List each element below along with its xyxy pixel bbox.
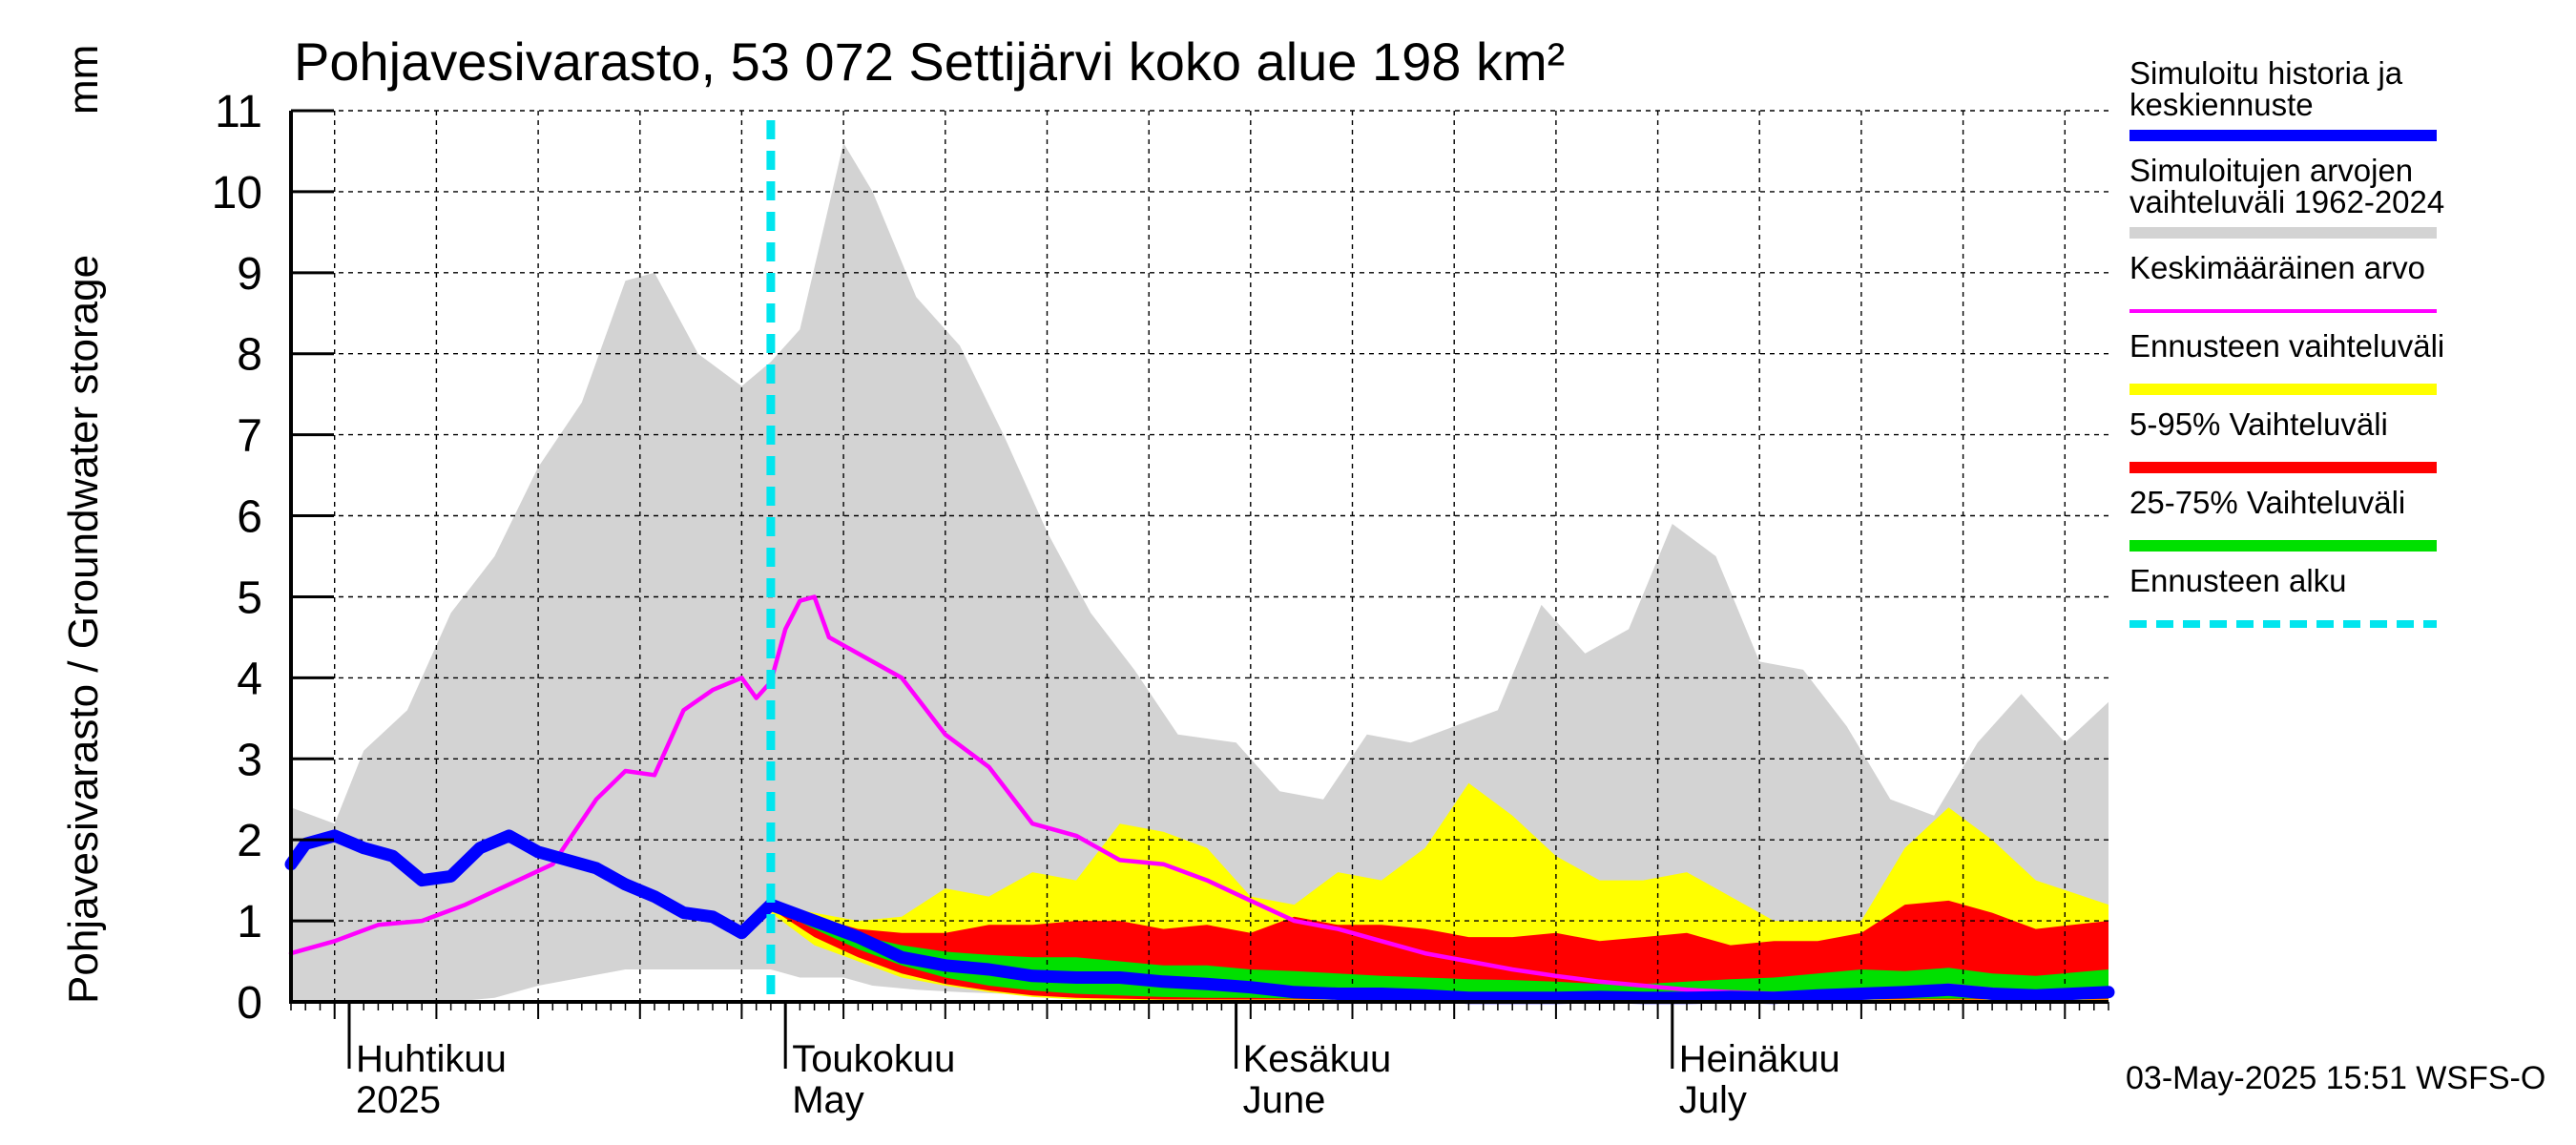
legend-item: 5-95% Vaihteluväli [2129,406,2437,473]
y-tick-label: 8 [237,330,262,381]
month-label-secondary: 2025 [356,1079,441,1121]
month-label: Huhtikuu [356,1038,507,1080]
y-tick-label: 11 [215,87,262,137]
y-tick-label: 0 [237,978,262,1029]
grid [291,110,2109,1002]
legend: Simuloitu historia jakeskiennusteSimuloi… [2129,55,2444,628]
legend-label: Simuloitu historia ja [2129,55,2403,91]
y-tick-label: 6 [237,492,262,543]
y-tick-label: 10 [212,168,262,219]
legend-label-secondary: keskiennuste [2129,87,2314,122]
y-axis-label: Pohjavesivarasto / Groundwater storage [60,255,107,1004]
chart-title: Pohjavesivarasto, 53 072 Settijärvi koko… [294,31,1565,92]
legend-label: 25-75% Vaihteluväli [2129,485,2405,520]
month-label: Toukokuu [792,1038,955,1080]
y-tick-label: 5 [237,573,262,624]
legend-item: 25-75% Vaihteluväli [2129,485,2437,552]
month-label-secondary: June [1243,1079,1326,1121]
legend-label: Ennusteen alku [2129,563,2347,598]
y-tick-label: 2 [237,816,262,866]
legend-item: Keskimääräinen arvo [2129,250,2437,313]
month-label-secondary: May [792,1079,864,1121]
y-axis-unit: mm [60,45,107,114]
month-label: Heinäkuu [1679,1038,1840,1080]
y-tick-label: 9 [237,249,262,300]
y-tick-label: 3 [237,735,262,785]
y-tick-label: 4 [237,654,262,704]
legend-item: Ennusteen alku [2129,563,2437,628]
simulated-line [284,829,2115,1005]
month-label: Kesäkuu [1243,1038,1392,1080]
legend-label: 5-95% Vaihteluväli [2129,406,2388,442]
legend-label-secondary: vaihteluväli 1962-2024 [2129,184,2444,219]
history-range-band [291,143,2109,1002]
y-tick-label: 7 [237,411,262,462]
month-label-secondary: July [1679,1079,1747,1121]
legend-label: Keskimääräinen arvo [2129,250,2425,285]
legend-item: Ennusteen vaihteluväli [2129,328,2444,395]
legend-label: Simuloitujen arvojen [2129,153,2413,188]
y-tick-label: 1 [237,897,262,947]
legend-label: Ennusteen vaihteluväli [2129,328,2444,364]
footer-timestamp: 03-May-2025 15:51 WSFS-O [2126,1060,2545,1096]
